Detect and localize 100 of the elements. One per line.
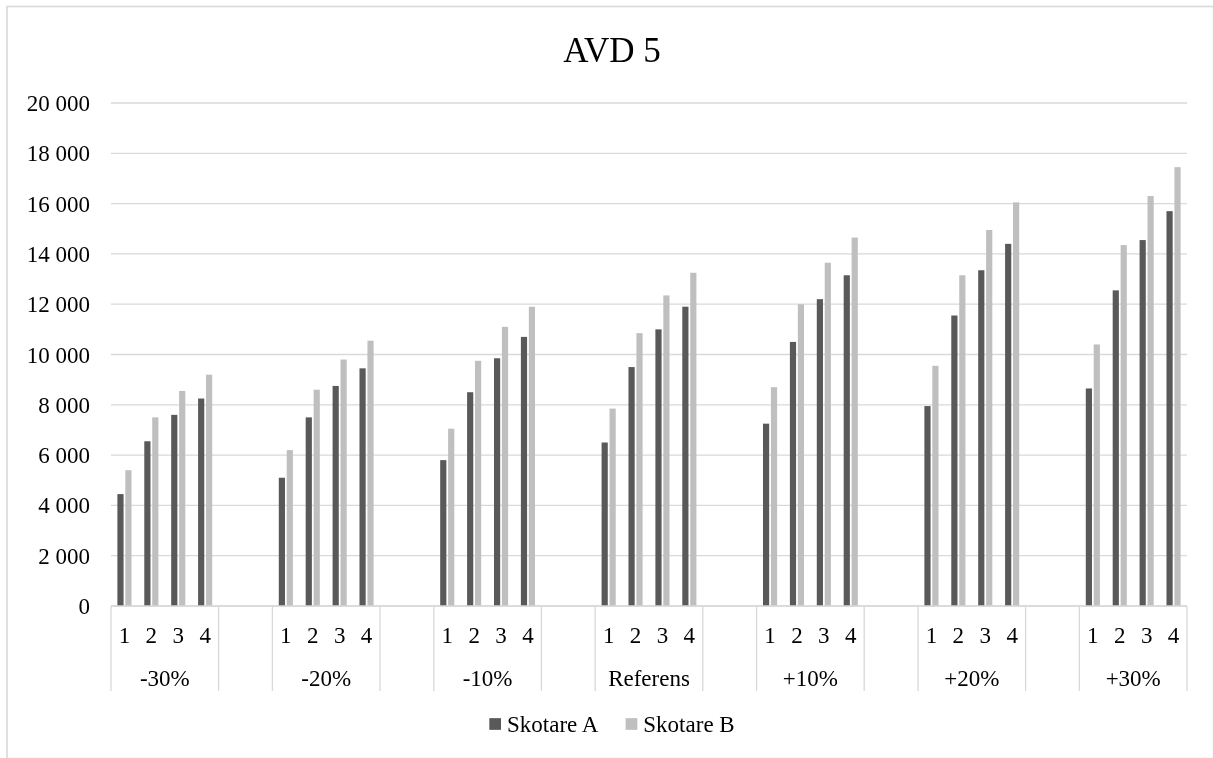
bar xyxy=(467,392,474,606)
bar xyxy=(1085,388,1092,606)
x-tick-label: 2 xyxy=(145,622,158,648)
bar xyxy=(655,329,662,606)
bar xyxy=(601,442,608,606)
bar xyxy=(851,237,858,606)
bar xyxy=(367,340,374,606)
bar xyxy=(1112,290,1119,606)
bar xyxy=(286,450,293,606)
bar xyxy=(359,368,366,606)
x-tick-label: 4 xyxy=(199,622,212,648)
bar xyxy=(1166,211,1173,606)
bar xyxy=(1147,196,1154,606)
text: +20% xyxy=(944,665,1000,691)
x-tick-label: 4 xyxy=(683,622,696,648)
bar xyxy=(278,477,285,606)
bar xyxy=(816,299,823,606)
y-tick-label: 2 000 xyxy=(38,543,90,569)
bar xyxy=(448,428,455,606)
bar xyxy=(206,374,213,606)
bar xyxy=(663,295,670,606)
bar xyxy=(1174,167,1181,606)
bar xyxy=(144,441,151,606)
x-tick-label: 1 xyxy=(602,622,615,648)
x-tick-label: 1 xyxy=(280,622,292,648)
text: -20% xyxy=(301,665,352,691)
text: Referens xyxy=(608,665,690,691)
legend-label: Skotare B xyxy=(643,711,735,737)
bar xyxy=(1013,202,1020,606)
text: -10% xyxy=(462,665,513,691)
bar xyxy=(1005,243,1012,606)
bar xyxy=(125,470,132,606)
y-tick-label: 6 000 xyxy=(38,442,90,468)
bar xyxy=(951,315,958,606)
x-tick-label: 3 xyxy=(495,622,507,648)
bar xyxy=(682,306,689,606)
bar xyxy=(789,341,797,606)
bar xyxy=(797,304,805,606)
bar xyxy=(520,336,528,606)
bar xyxy=(501,326,509,606)
bar xyxy=(332,385,339,606)
bar xyxy=(440,460,447,606)
bar xyxy=(179,390,186,606)
x-tick-label: 4 xyxy=(360,622,373,648)
bar xyxy=(770,387,778,606)
bar xyxy=(340,359,347,606)
x-tick-label: 3 xyxy=(979,622,991,648)
y-tick-label: 10 000 xyxy=(26,342,90,367)
y-tick-label: 0 xyxy=(78,593,90,619)
x-tick-label: 1 xyxy=(1087,622,1099,648)
x-tick-label: 3 xyxy=(1140,622,1153,648)
x-tick-label: 1 xyxy=(925,622,938,648)
text: -30% xyxy=(139,665,190,691)
bar xyxy=(690,272,697,606)
x-tick-label: 4 xyxy=(1006,622,1019,648)
x-tick-label: 4 xyxy=(522,622,535,648)
x-tick-label: 2 xyxy=(468,622,480,648)
bar xyxy=(171,414,178,606)
y-tick-label: 20 000 xyxy=(26,90,90,116)
bar xyxy=(843,275,850,606)
x-tick-label: 3 xyxy=(818,622,830,648)
bar xyxy=(528,306,536,606)
bar xyxy=(978,270,985,606)
x-tick-label: 2 xyxy=(952,622,965,648)
x-tick-label: 2 xyxy=(307,622,319,648)
y-tick-label: 18 000 xyxy=(26,140,90,166)
bar xyxy=(636,333,643,606)
y-tick-label: 16 000 xyxy=(26,191,90,217)
x-tick-label: 1 xyxy=(441,622,453,648)
bar xyxy=(313,389,320,606)
y-tick-label: 8 000 xyxy=(38,392,90,418)
x-tick-label: 1 xyxy=(764,622,776,648)
bar xyxy=(198,398,205,606)
y-tick-label: 12 000 xyxy=(26,291,90,317)
bar xyxy=(1139,240,1146,606)
x-tick-label: 3 xyxy=(333,622,346,648)
bar xyxy=(824,262,831,606)
bar xyxy=(609,408,616,606)
x-tick-label: 3 xyxy=(656,622,669,648)
x-tick-label: 2 xyxy=(1114,622,1126,648)
bar xyxy=(1093,344,1100,606)
y-tick-label: 4 000 xyxy=(38,492,90,518)
bar xyxy=(924,406,931,606)
legend-label: Skotare A xyxy=(507,711,599,737)
bar xyxy=(305,417,312,606)
bar xyxy=(762,423,770,606)
bar xyxy=(152,417,159,606)
bar xyxy=(475,360,482,606)
bar xyxy=(493,358,501,606)
x-tick-label: 2 xyxy=(629,622,642,648)
bar xyxy=(1120,245,1127,606)
x-tick-label: 4 xyxy=(845,622,857,648)
y-tick-label: 14 000 xyxy=(26,241,90,267)
x-tick-label: 1 xyxy=(118,622,131,648)
bar xyxy=(959,275,966,606)
text: +10% xyxy=(782,665,838,691)
x-tick-label: 3 xyxy=(172,622,184,648)
chart-title: AVD 5 xyxy=(563,30,661,70)
text: +30% xyxy=(1105,665,1161,691)
x-tick-label: 4 xyxy=(1167,622,1180,648)
